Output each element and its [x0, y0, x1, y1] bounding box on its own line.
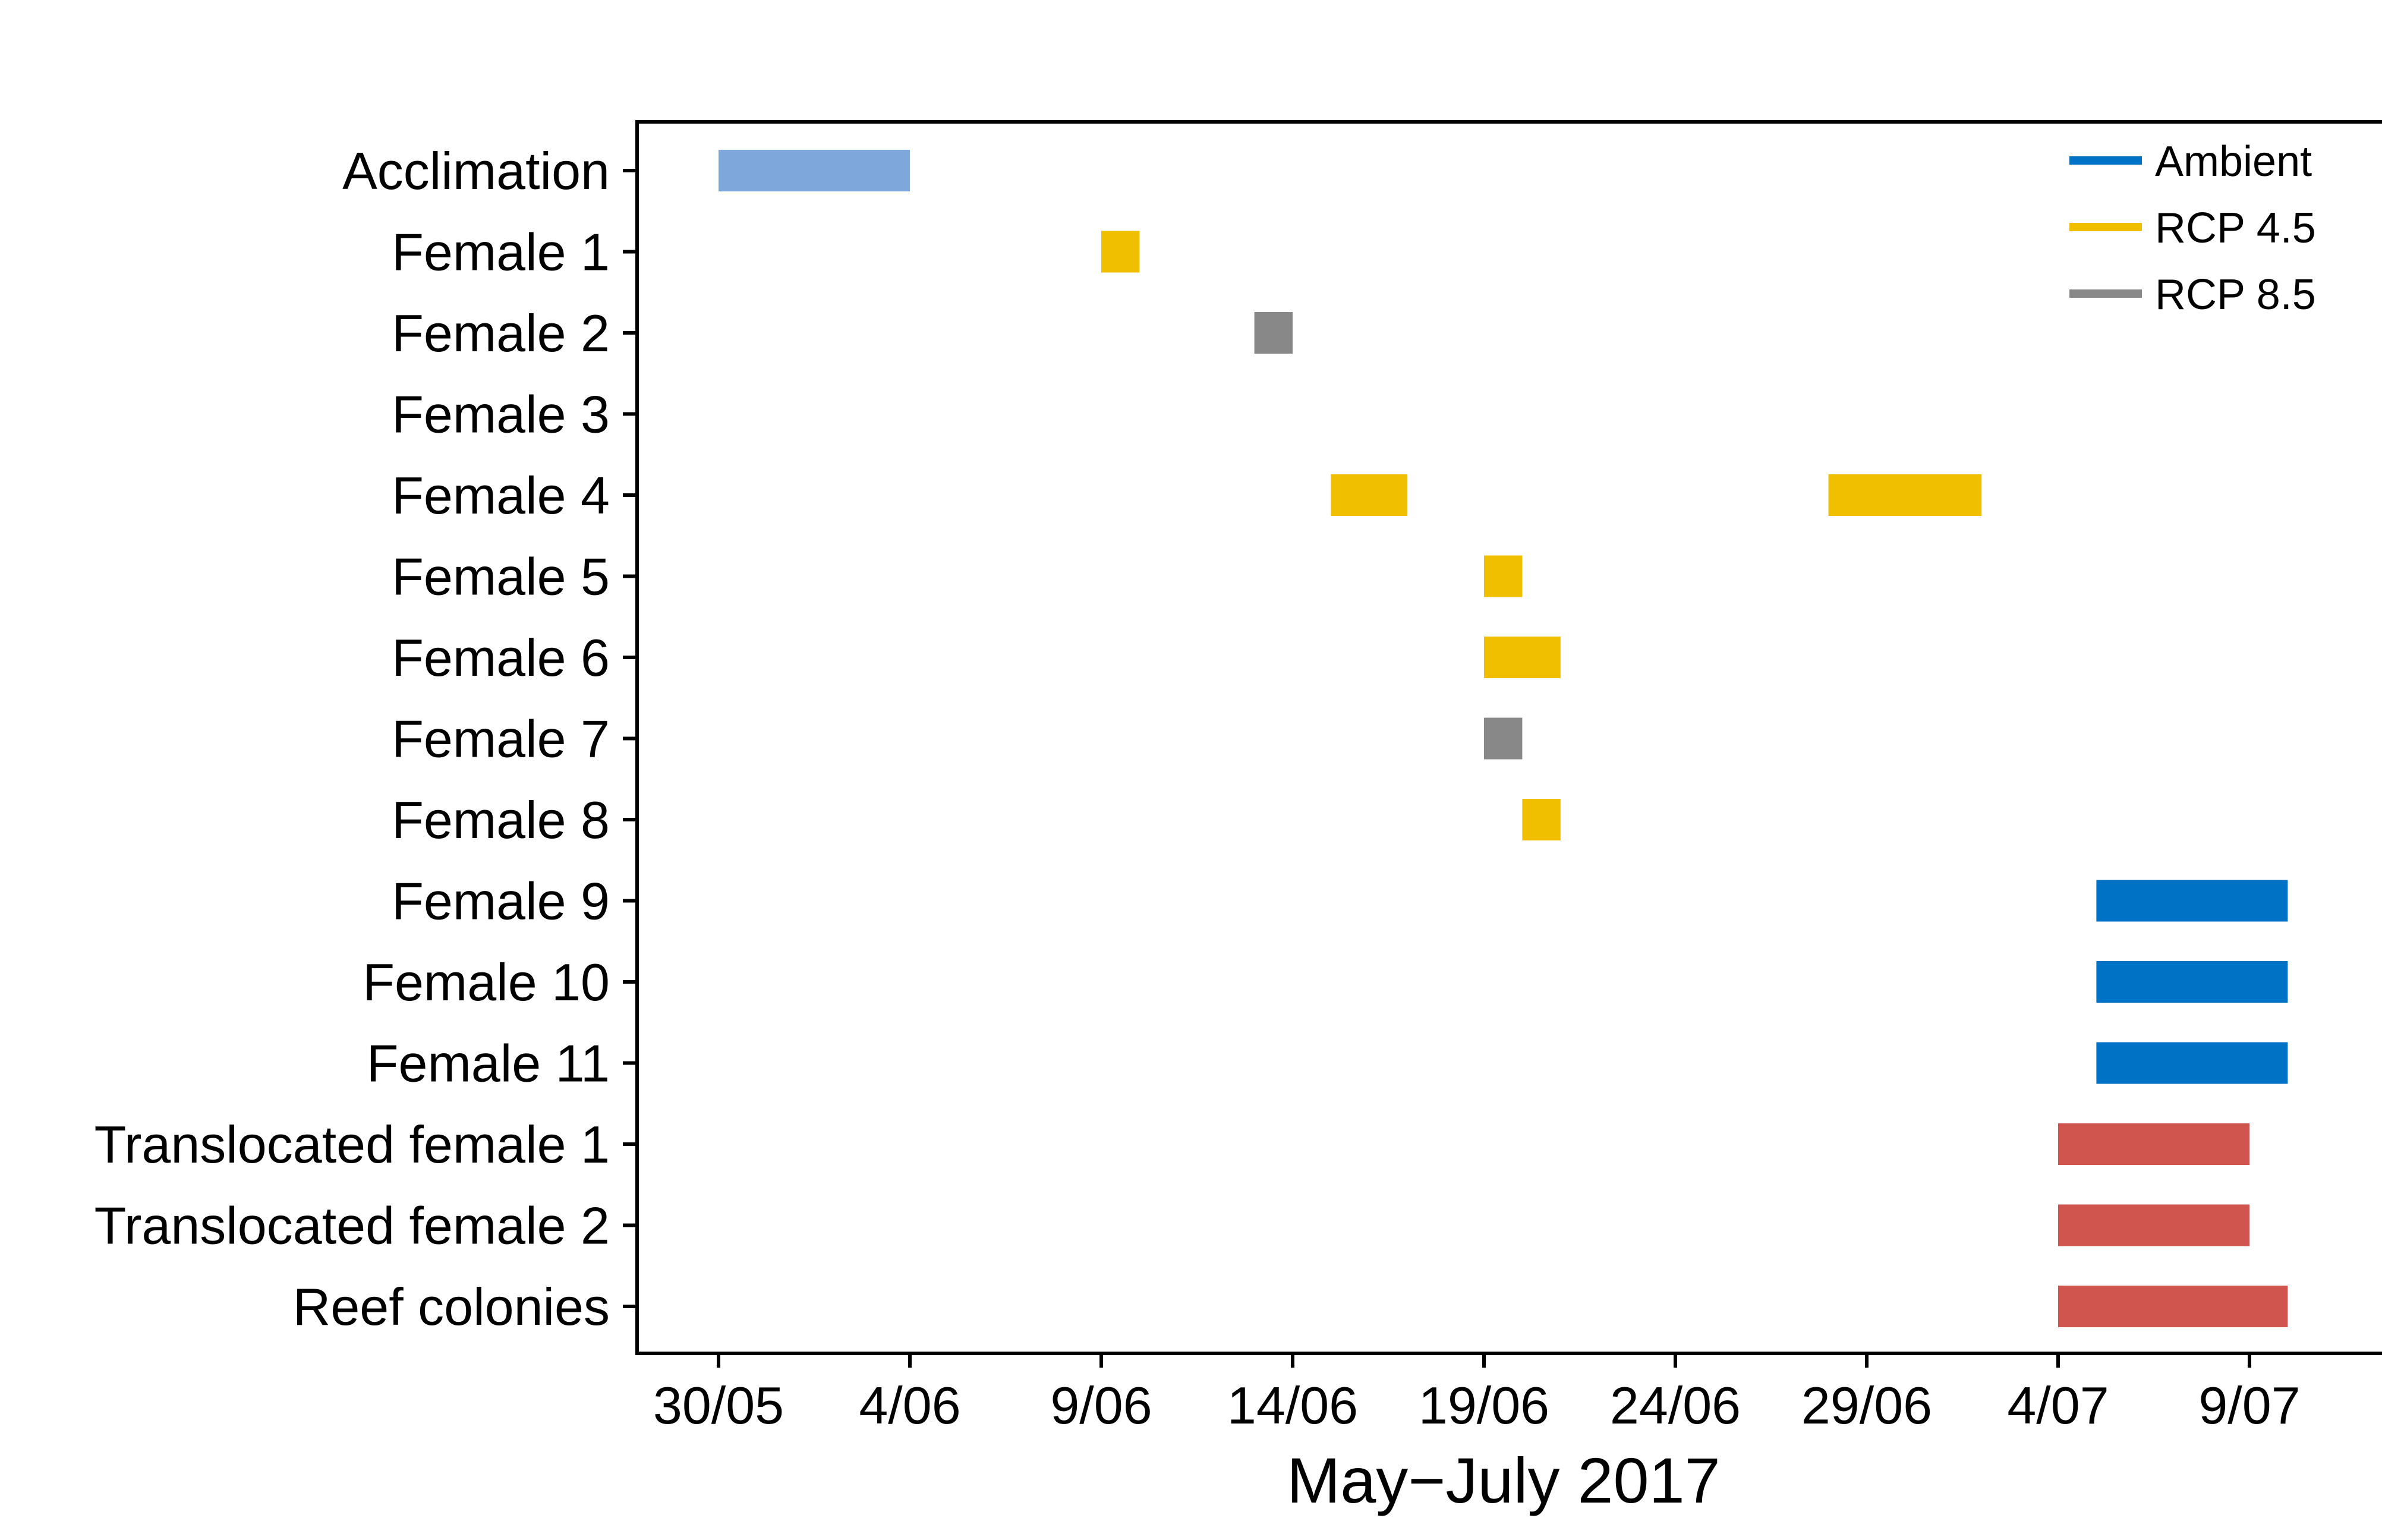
bar-female-4-3 — [1331, 474, 1408, 516]
legend-label: RCP 8.5 — [2155, 271, 2316, 319]
y-tick-label: Female 7 — [392, 710, 610, 769]
x-tick-label: 9/07 — [2198, 1376, 2300, 1435]
plot-frame — [635, 120, 2382, 1355]
y-tick-label: Female 9 — [392, 872, 610, 931]
bar-acclimation-0 — [719, 150, 910, 191]
y-tick-label: Female 2 — [392, 304, 610, 363]
bar-translocated-female-1-12 — [2058, 1123, 2249, 1165]
bar-female-8-8 — [1522, 799, 1561, 840]
x-tick-label: 4/07 — [2007, 1376, 2109, 1435]
bar-female-11-11 — [2096, 1042, 2288, 1084]
y-tick-label: Female 1 — [392, 223, 610, 282]
legend-label: Ambient — [2155, 138, 2312, 185]
bar-reef-colonies-14 — [2058, 1286, 2288, 1327]
y-tick-label: Female 5 — [392, 547, 610, 606]
bar-female-1-1 — [1101, 231, 1140, 273]
bar-female-9-9 — [2096, 880, 2288, 922]
bar-female-4-4 — [1828, 474, 1982, 516]
legend: Ambient RCP 4.5 RCP 8.5 — [2069, 138, 2316, 319]
y-tick-label: Translocated female 1 — [94, 1115, 610, 1174]
y-tick-label: Female 4 — [392, 466, 610, 525]
bar-translocated-female-2-13 — [2058, 1204, 2249, 1246]
bar-female-2-2 — [1254, 312, 1293, 354]
x-axis: 30/05 4/06 9/06 14/06 19/06 24/06 29/06 4/07 9/0… — [653, 1353, 2301, 1435]
x-tick-label: 30/05 — [653, 1376, 784, 1435]
bar-female-5-5 — [1484, 555, 1523, 597]
bars-layer — [719, 150, 2288, 1327]
x-tick-label: 24/06 — [1610, 1376, 1741, 1435]
y-tick-label: Female 8 — [392, 791, 610, 849]
y-tick-label: Translocated female 2 — [94, 1196, 610, 1255]
x-axis-title: May−July 2017 — [1287, 1444, 1720, 1516]
x-tick-label: 19/06 — [1419, 1376, 1549, 1435]
bar-female-7-7 — [1484, 717, 1523, 760]
x-tick-label: 4/06 — [859, 1376, 960, 1435]
y-tick-label: Reef colonies — [293, 1277, 610, 1336]
legend-label: RCP 4.5 — [2155, 204, 2316, 252]
x-tick-label: 29/06 — [1801, 1376, 1932, 1435]
bar-female-10-10 — [2096, 961, 2288, 1003]
y-tick-label: Female 11 — [367, 1034, 610, 1093]
y-tick-label: Acclimation — [342, 141, 610, 200]
y-tick-label: Female 6 — [392, 628, 610, 687]
y-axis: Acclimation Female 1 Female 2 Female 3 Femal… — [94, 141, 637, 1336]
y-tick-label: Female 10 — [363, 953, 610, 1012]
bar-female-6-6 — [1484, 637, 1561, 678]
y-tick-label: Female 3 — [392, 385, 610, 444]
x-tick-label: 14/06 — [1227, 1376, 1358, 1435]
x-tick-label: 9/06 — [1050, 1376, 1152, 1435]
